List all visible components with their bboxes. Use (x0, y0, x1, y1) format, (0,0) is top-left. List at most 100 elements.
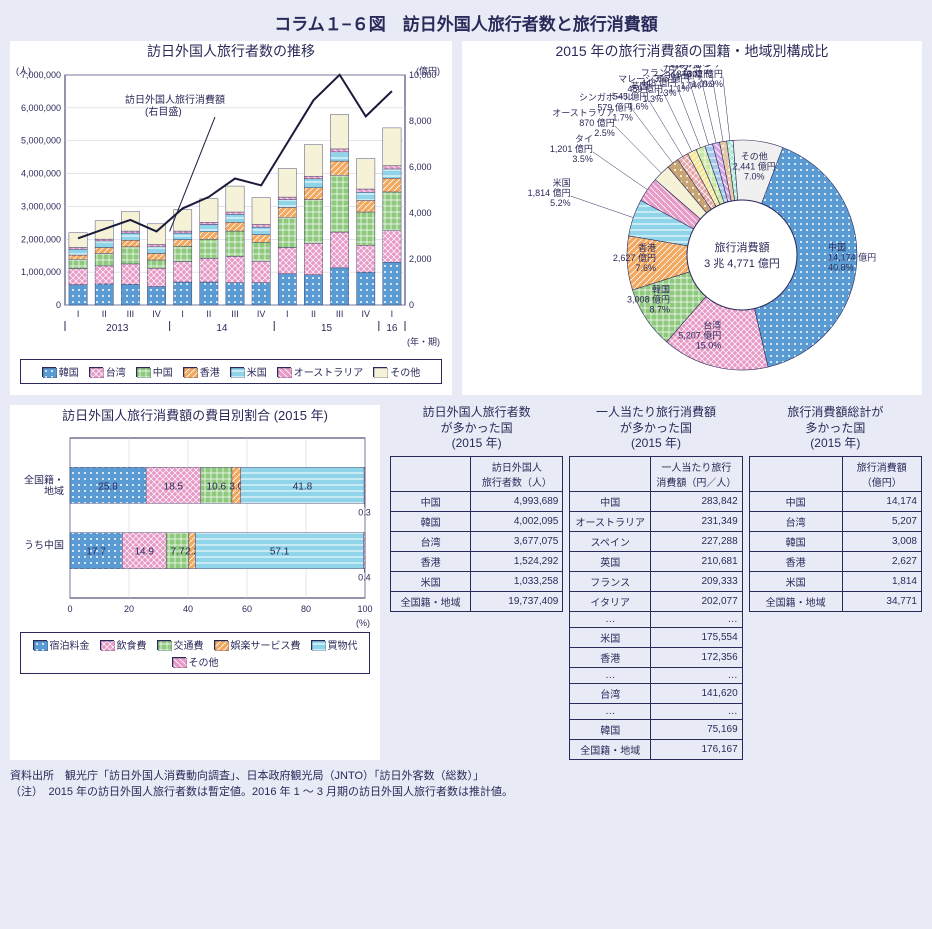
svg-text:3.5%: 3.5% (572, 154, 593, 164)
svg-text:2,441 億円: 2,441 億円 (733, 161, 776, 172)
svg-text:I: I (391, 309, 394, 319)
svg-text:中国: 中国 (828, 241, 846, 252)
svg-text:2,627 億円: 2,627 億円 (613, 252, 656, 263)
table3: 旅行消費額（億円）中国14,174台湾5,207韓国3,008香港2,627米国… (749, 456, 922, 612)
footer-note: （注） 2015 年の訪日外国人旅行者数は暫定値。2016 年 1 〜 3 月期… (10, 784, 922, 801)
svg-text:3,000,000: 3,000,000 (21, 201, 61, 211)
svg-text:タイ: タイ (575, 134, 593, 144)
svg-text:5,000,000: 5,000,000 (21, 136, 61, 146)
svg-text:III: III (231, 309, 239, 319)
svg-text:IV: IV (152, 309, 161, 319)
svg-text:3 兆 4,771 億円: 3 兆 4,771 億円 (704, 257, 780, 270)
svg-text:0: 0 (56, 300, 61, 310)
svg-text:5.2%: 5.2% (550, 198, 571, 208)
svg-text:(年・期): (年・期) (407, 336, 440, 347)
svg-text:10.6: 10.6 (207, 481, 227, 492)
svg-text:870 億円: 870 億円 (579, 117, 615, 128)
svg-text:14,174 億円: 14,174 億円 (828, 251, 876, 262)
svg-text:14: 14 (216, 323, 228, 334)
svg-text:40: 40 (183, 604, 193, 614)
svg-text:旅行消費額: 旅行消費額 (715, 240, 770, 254)
hbar-legend: 宿泊料金飲食費交通費娯楽サービス費買物代その他 (20, 632, 370, 674)
table3-col: 旅行消費額総計が多かった国(2015 年) 旅行消費額（億円）中国14,174台… (749, 405, 922, 760)
svg-text:8,000: 8,000 (409, 116, 432, 126)
svg-text:地域: 地域 (44, 484, 64, 497)
hbar-title: 訪日外国人旅行消費額の費目別割合 (2015 年) (10, 405, 380, 424)
bar-chart-legend: 韓国台湾中国香港米国オーストラリアその他 (20, 359, 442, 384)
table2-title: 一人当たり旅行消費額が多かった国(2015 年) (569, 405, 742, 452)
svg-text:米国: 米国 (553, 177, 571, 188)
svg-text:I: I (181, 309, 184, 319)
svg-text:57.1: 57.1 (270, 547, 290, 558)
svg-text:II: II (311, 309, 316, 319)
svg-text:(人): (人) (16, 66, 31, 76)
svg-text:7.0%: 7.0% (744, 172, 765, 182)
svg-text:(%): (%) (356, 618, 370, 628)
svg-text:7.6%: 7.6% (635, 263, 656, 273)
table1-title: 訪日外国人旅行者数が多かった国(2015 年) (390, 405, 563, 452)
bar-chart-title: 訪日外国人旅行者数の推移 (10, 41, 452, 61)
tables-wrap: 訪日外国人旅行者数が多かった国(2015 年) 訪日外国人旅行者数（人）中国4,… (390, 405, 922, 760)
svg-text:III: III (127, 309, 135, 319)
svg-text:60: 60 (242, 604, 252, 614)
svg-text:14.9: 14.9 (134, 547, 154, 558)
svg-text:41.8: 41.8 (293, 481, 313, 492)
svg-text:302 億円: 302 億円 (687, 68, 723, 79)
svg-text:8.7%: 8.7% (649, 304, 670, 314)
svg-text:0.4: 0.4 (358, 573, 371, 583)
svg-text:その他: その他 (741, 151, 768, 162)
pie-chart-panel: 2015 年の旅行消費額の国籍・地域別構成比 中国14,174 億円40.8% 台… (462, 41, 922, 395)
svg-text:0.9%: 0.9% (702, 79, 723, 89)
svg-text:17.7: 17.7 (86, 547, 106, 558)
svg-text:(億円): (億円) (416, 65, 440, 76)
svg-text:16: 16 (386, 323, 398, 334)
svg-text:1,814 億円: 1,814 億円 (528, 187, 571, 198)
svg-text:18.5: 18.5 (164, 481, 184, 492)
svg-text:6,000,000: 6,000,000 (21, 103, 61, 113)
svg-text:IV: IV (257, 309, 266, 319)
svg-text:100: 100 (357, 604, 372, 614)
table1-col: 訪日外国人旅行者数が多かった国(2015 年) 訪日外国人旅行者数（人）中国4,… (390, 405, 563, 760)
svg-text:訪日外国人旅行消費額: 訪日外国人旅行消費額 (125, 93, 225, 106)
svg-text:7.7: 7.7 (171, 547, 185, 558)
svg-text:II: II (206, 309, 211, 319)
footer: 資料出所 観光庁「訪日外国人消費動向調査」、日本政府観光局（JNTO）「訪日外客… (10, 768, 922, 801)
svg-text:台湾: 台湾 (703, 320, 721, 331)
svg-text:20: 20 (124, 604, 134, 614)
svg-text:2013: 2013 (106, 323, 129, 334)
table2-col: 一人当たり旅行消費額が多かった国(2015 年) 一人当たり旅行消費額（円／人）… (569, 405, 742, 760)
svg-text:15.0%: 15.0% (696, 341, 722, 351)
table1: 訪日外国人旅行者数（人）中国4,993,689韓国4,002,095台湾3,67… (390, 456, 563, 612)
svg-text:全国籍・: 全国籍・ (24, 473, 64, 486)
footer-source: 資料出所 観光庁「訪日外国人消費動向調査」、日本政府観光局（JNTO）「訪日外客… (10, 768, 922, 785)
svg-text:うち中国: うち中国 (24, 539, 64, 552)
svg-text:4,000: 4,000 (409, 208, 432, 218)
svg-text:25.8: 25.8 (98, 481, 118, 492)
main-title: コラム１−６図 訪日外国人旅行者数と旅行消費額 (10, 10, 922, 35)
svg-text:3,008 億円: 3,008 億円 (627, 293, 670, 304)
svg-text:2,000: 2,000 (409, 254, 432, 264)
svg-text:2,000,000: 2,000,000 (21, 234, 61, 244)
bar-chart-svg: 01,000,0002,000,0003,000,0004,000,0005,0… (10, 65, 450, 355)
svg-text:0.3: 0.3 (358, 507, 371, 517)
svg-text:1.7%: 1.7% (612, 112, 633, 122)
svg-text:4,000,000: 4,000,000 (21, 169, 61, 179)
svg-text:40.8%: 40.8% (828, 262, 854, 272)
svg-text:0: 0 (409, 300, 414, 310)
svg-text:III: III (336, 309, 344, 319)
pie-chart-title: 2015 年の旅行消費額の国籍・地域別構成比 (462, 41, 922, 61)
hbar-panel: 訪日外国人旅行消費額の費目別割合 (2015 年) 020406080100(%… (10, 405, 380, 760)
svg-text:II: II (102, 309, 107, 319)
pie-chart-svg: 中国14,174 億円40.8% 台湾5,207 億円15.0% 韓国3,008 億… (462, 65, 922, 395)
svg-text:I: I (77, 309, 80, 319)
svg-text:(右目盛): (右目盛) (145, 105, 182, 118)
svg-text:6,000: 6,000 (409, 162, 432, 172)
svg-text:韓国: 韓国 (652, 284, 670, 294)
table3-title: 旅行消費額総計が多かった国(2015 年) (749, 405, 922, 452)
table2: 一人当たり旅行消費額（円／人）中国283,842オーストラリア231,349スペ… (569, 456, 742, 760)
svg-text:香港: 香港 (638, 242, 656, 253)
svg-text:2.5%: 2.5% (594, 128, 615, 138)
svg-text:IV: IV (362, 309, 371, 319)
svg-text:5,207 億円: 5,207 億円 (678, 330, 721, 341)
svg-text:0: 0 (67, 604, 72, 614)
